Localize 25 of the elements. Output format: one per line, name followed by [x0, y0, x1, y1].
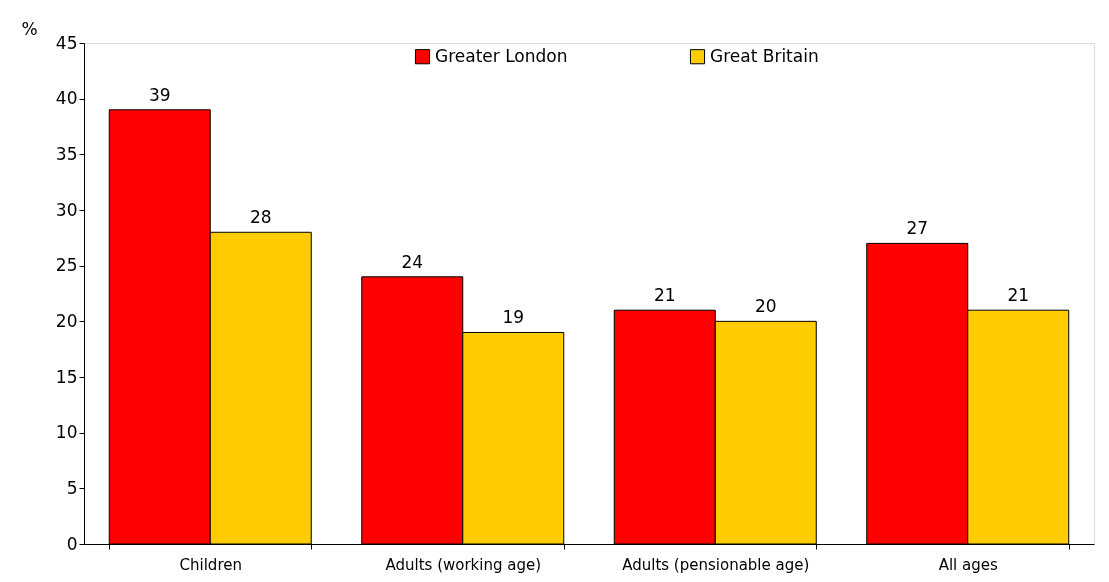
- y-tick-label: 30: [55, 199, 78, 220]
- y-tick-label: 5: [66, 477, 78, 498]
- x-tick-label: Children: [179, 555, 242, 574]
- y-tick-label: 35: [55, 143, 78, 164]
- y-tick-label: 20: [55, 310, 78, 331]
- y-tick-label: 45: [55, 32, 78, 53]
- legend-label: Greater London: [435, 45, 568, 66]
- data-label: 20: [754, 296, 777, 317]
- data-label: 21: [653, 285, 676, 306]
- data-label: 21: [1007, 285, 1030, 306]
- y-tick-label: 25: [55, 255, 78, 276]
- legend-label: Great Britain: [710, 45, 819, 66]
- data-label: 24: [401, 251, 424, 272]
- y-tick-label: 15: [55, 366, 78, 387]
- y-axis-title: %: [21, 18, 38, 39]
- y-tick-label: 40: [55, 88, 78, 109]
- x-tick-label: Adults (working age): [385, 555, 542, 574]
- data-label: 28: [249, 207, 272, 228]
- data-label: 27: [906, 218, 929, 239]
- y-tick-label: 10: [55, 422, 78, 443]
- y-tick-label: 0: [66, 533, 78, 554]
- x-tick-label: Adults (pensionable age): [622, 555, 810, 574]
- data-label: 39: [148, 84, 171, 105]
- x-tick-label: All ages: [938, 555, 998, 574]
- data-label: 19: [502, 307, 525, 328]
